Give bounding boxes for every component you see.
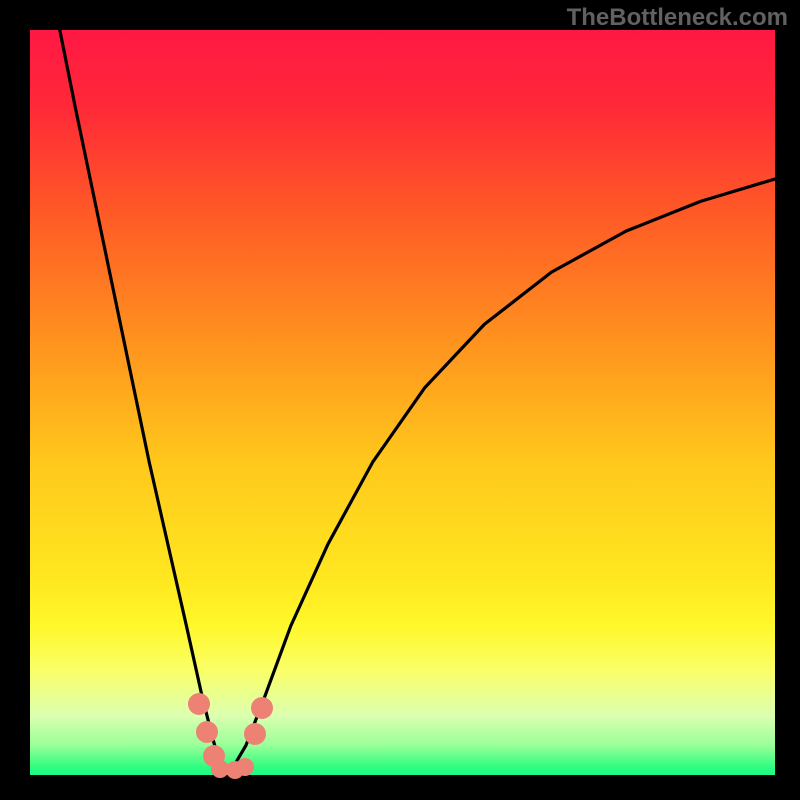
curve-svg xyxy=(0,0,800,800)
curve-marker xyxy=(244,723,266,745)
curve-marker xyxy=(196,721,218,743)
watermark: TheBottleneck.com xyxy=(567,4,788,32)
curve-marker xyxy=(236,758,254,776)
curve-marker xyxy=(188,693,210,715)
bottleneck-curve xyxy=(60,30,775,773)
curve-marker xyxy=(251,697,273,719)
